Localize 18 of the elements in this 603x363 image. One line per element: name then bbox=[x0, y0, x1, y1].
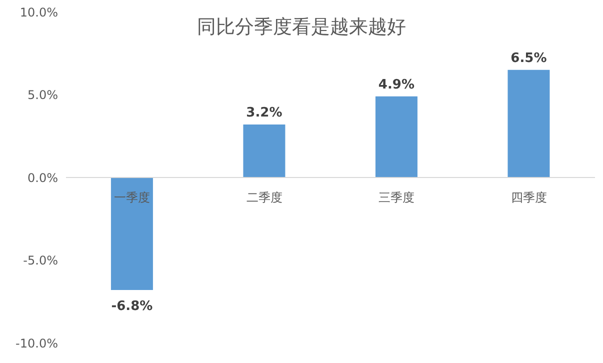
x-tick-label: 四季度 bbox=[510, 190, 547, 204]
y-tick-label: 10.0% bbox=[20, 5, 58, 20]
data-label: -6.8% bbox=[111, 299, 153, 314]
bar bbox=[375, 96, 418, 178]
y-tick-label: 0.0% bbox=[28, 170, 58, 185]
x-tick-label: 三季度 bbox=[378, 190, 415, 204]
bar bbox=[243, 124, 286, 178]
y-tick-label: -10.0% bbox=[16, 336, 58, 350]
data-label: 4.9% bbox=[378, 77, 414, 92]
x-tick-label: 一季度 bbox=[114, 190, 150, 204]
data-label: 3.2% bbox=[246, 106, 282, 121]
bar bbox=[508, 70, 550, 178]
bar bbox=[110, 178, 153, 290]
data-label: 6.5% bbox=[510, 50, 547, 66]
x-tick-label: 二季度 bbox=[246, 190, 282, 204]
y-tick-label: -5.0% bbox=[23, 254, 58, 268]
chart-title: 同比分季度看是越来越好 bbox=[197, 16, 406, 38]
y-tick-label: 5.0% bbox=[28, 88, 58, 102]
